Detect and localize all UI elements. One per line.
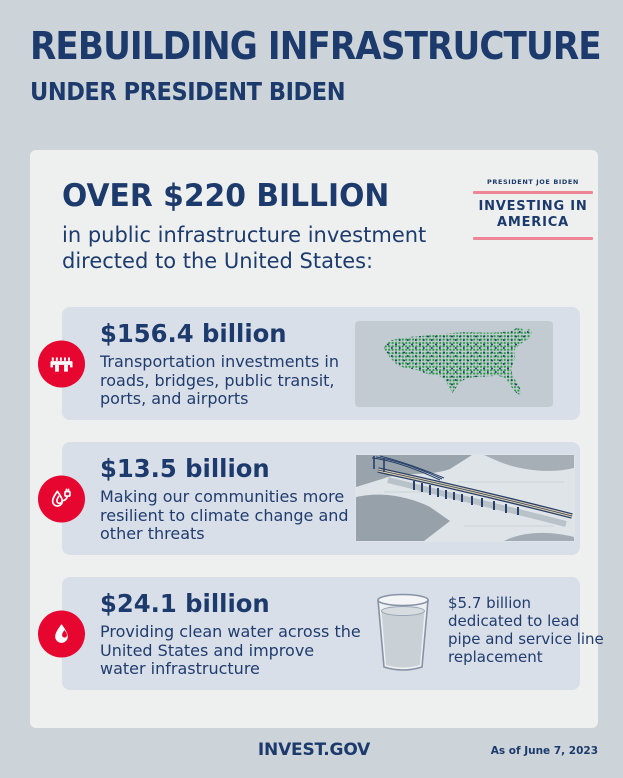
lead-pipe-callout: $5.7 billion dedicated to lead pipe and …: [448, 594, 604, 666]
poster-subtitle: UNDER PRESIDENT BIDEN: [30, 77, 346, 106]
badge-rule-bottom: [473, 237, 593, 240]
water-drop-icon: [38, 610, 85, 657]
stat-description: Making our communities more resilient to…: [100, 487, 349, 544]
stat-amount: $156.4 billion: [100, 319, 287, 348]
stat-text: $156.4 billion Transportation investment…: [100, 319, 362, 409]
us-map-illustration: [354, 318, 554, 414]
stat-row-climate: $13.5 billion Making our communities mor…: [38, 442, 580, 555]
water-glass-illustration: [372, 590, 434, 680]
poster-title: REBUILDING INFRASTRUCTURE: [30, 24, 602, 68]
stat-row-clean-water: $24.1 billion Providing clean water acro…: [38, 577, 604, 690]
aerial-bridge-illustration: [354, 452, 576, 548]
stat-description: Transportation investments in roads, bri…: [100, 352, 339, 409]
invest-gov-label: INVEST.GOV: [257, 740, 371, 760]
poster-footer: INVEST.GOV As of June 7, 2023: [30, 740, 598, 764]
stat-amount: $24.1 billion: [100, 589, 270, 618]
stat-amount: $13.5 billion: [100, 454, 270, 483]
stat-text: $24.1 billion Providing clean water acro…: [100, 589, 362, 679]
badge-eyebrow: PRESIDENT JOE BIDEN: [487, 178, 579, 186]
as-of-date: As of June 7, 2023: [490, 745, 598, 757]
investing-in-america-badge: PRESIDENT JOE BIDEN INVESTING IN AMERICA: [462, 178, 604, 274]
card-header-text: OVER $220 BILLION in public infrastructu…: [62, 168, 462, 274]
stat-description: Providing clean water across the United …: [100, 622, 361, 679]
stat-rows: $156.4 billion Transportation investment…: [38, 307, 604, 712]
climate-resilience-plug-icon: [38, 475, 85, 522]
card-subheadline: in public infrastructure investment dire…: [62, 223, 427, 273]
stat-text: $13.5 billion Making our communities mor…: [100, 454, 362, 544]
card-headline: OVER $220 BILLION: [62, 178, 390, 214]
bridge-icon: [38, 340, 85, 387]
badge-title: INVESTING IN AMERICA: [478, 198, 588, 231]
poster-header: REBUILDING INFRASTRUCTURE UNDER PRESIDEN…: [30, 24, 623, 106]
main-card: OVER $220 BILLION in public infrastructu…: [30, 150, 604, 728]
card-header: OVER $220 BILLION in public infrastructu…: [62, 168, 593, 274]
badge-rule-top: [473, 191, 593, 194]
stat-row-transportation: $156.4 billion Transportation investment…: [38, 307, 580, 420]
